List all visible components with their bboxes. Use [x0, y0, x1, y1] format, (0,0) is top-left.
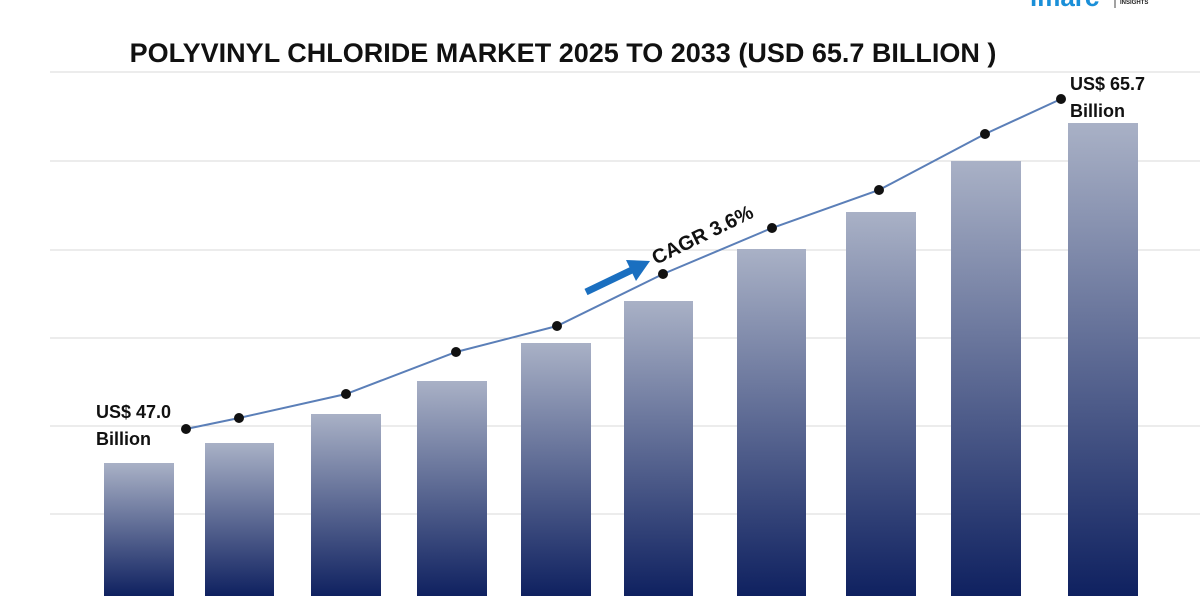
trend-point: [874, 185, 884, 195]
bars: [104, 123, 1138, 596]
brand-logo: imarc INSIGHTS: [1030, 0, 1148, 12]
bar: [521, 343, 591, 596]
trend-point: [767, 223, 777, 233]
trend-point: [181, 424, 191, 434]
trend-point: [552, 321, 562, 331]
trend-point: [658, 269, 668, 279]
bar: [951, 161, 1021, 596]
bar: [1068, 123, 1138, 596]
end-value-label-line2: Billion: [1070, 101, 1125, 121]
bar: [417, 381, 487, 596]
bar: [311, 414, 381, 596]
trend-line-group: [181, 94, 1066, 434]
trend-point: [1056, 94, 1066, 104]
bar: [737, 249, 806, 596]
trend-point: [980, 129, 990, 139]
trend-line: [185, 98, 1062, 430]
end-value-label-line1: US$ 65.7: [1070, 74, 1145, 94]
trend-point: [451, 347, 461, 357]
cagr-arrow: [584, 260, 650, 296]
bar: [846, 212, 916, 596]
trend-point: [341, 389, 351, 399]
bar: [205, 443, 274, 596]
bar: [104, 463, 174, 596]
logo-subtext: INSIGHTS: [1120, 0, 1148, 6]
start-value-label-line1: US$ 47.0: [96, 402, 171, 422]
trend-point: [234, 413, 244, 423]
start-value-label-line2: Billion: [96, 429, 151, 449]
logo-text: imarc: [1030, 0, 1099, 12]
chart-title: POLYVINYL CHLORIDE MARKET 2025 TO 2033 (…: [130, 38, 997, 68]
bar: [624, 301, 693, 596]
